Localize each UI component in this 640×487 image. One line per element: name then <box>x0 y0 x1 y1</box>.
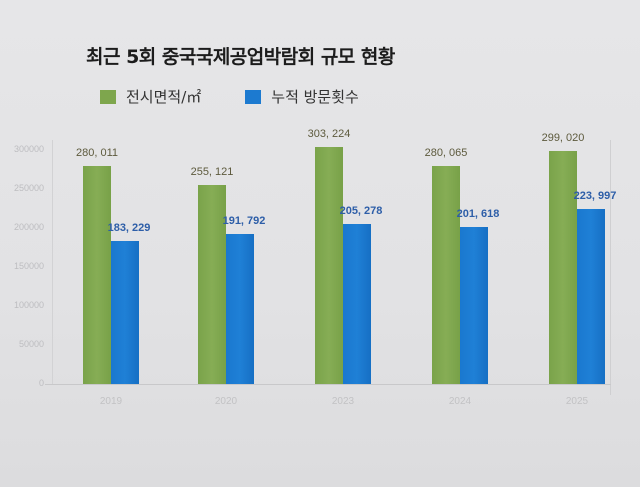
data-label: 303, 224 <box>307 128 351 141</box>
x-tick-label: 2020 <box>214 396 238 407</box>
data-label: 201, 618 <box>456 207 500 220</box>
legend: 전시면적/㎡ 누적 방문횟수 <box>100 86 359 107</box>
y-tick-label: 150000 <box>13 261 44 271</box>
bar-visitors <box>343 223 371 384</box>
x-axis-line <box>45 384 611 385</box>
data-label: 191, 792 <box>222 215 266 228</box>
x-tick-label: 2025 <box>565 396 589 407</box>
bar-visitors <box>111 241 139 384</box>
bar-exhibition-area <box>83 165 111 384</box>
data-label: 223, 997 <box>573 190 617 203</box>
y-tick-label: 200000 <box>13 222 44 232</box>
y-tick-label: 250000 <box>13 183 44 193</box>
bar-visitors <box>577 209 605 384</box>
data-label: 280, 065 <box>424 146 468 159</box>
x-tick-label: 2019 <box>99 396 123 407</box>
y-tick-label: 300000 <box>13 144 44 154</box>
y-tick-label: 0 <box>38 378 44 388</box>
data-label: 205, 278 <box>339 204 383 217</box>
bar-exhibition-area <box>198 185 226 384</box>
bar-exhibition-area <box>432 165 460 384</box>
bar-exhibition-area <box>315 147 343 384</box>
bar-exhibition-area <box>549 150 577 384</box>
bar-visitors <box>226 234 254 384</box>
y-tick-label: 100000 <box>13 300 44 310</box>
x-tick-label: 2023 <box>331 396 355 407</box>
legend-swatch-blue <box>245 89 262 104</box>
x-tick-label: 2024 <box>448 396 472 407</box>
legend-label: 누적 방문횟수 <box>271 88 359 106</box>
plot-right-border <box>610 140 611 395</box>
legend-item-visitors: 누적 방문횟수 <box>245 86 359 107</box>
legend-swatch-green <box>100 89 116 104</box>
bar-visitors <box>460 226 488 384</box>
legend-item-exhibition-area: 전시면적/㎡ <box>100 86 201 107</box>
y-tick-label: 50000 <box>18 339 44 349</box>
chart-title: 최근 5회 중국국제공업박람회 규모 현황 <box>86 46 395 68</box>
data-label: 280, 011 <box>75 146 118 159</box>
data-label: 255, 121 <box>190 166 234 178</box>
y-axis-line <box>52 140 53 385</box>
data-label: 299, 020 <box>541 131 585 144</box>
legend-label: 전시면적/㎡ <box>126 88 202 106</box>
data-label: 183, 229 <box>107 222 151 235</box>
